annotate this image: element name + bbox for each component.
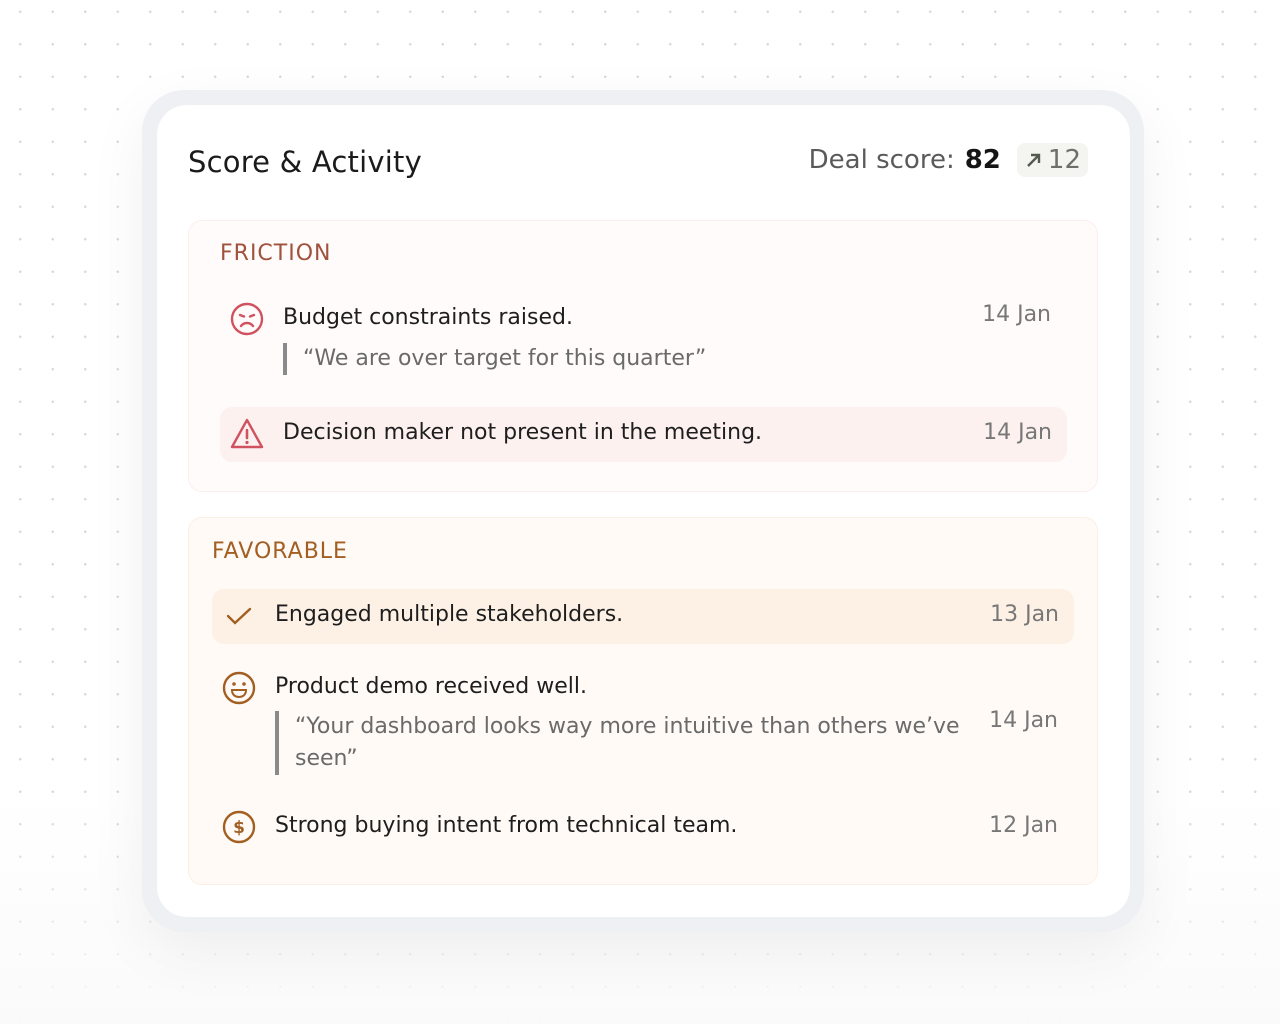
happy-face-icon <box>222 671 256 705</box>
friction-item-text: Decision maker not present in the meetin… <box>283 420 763 445</box>
favorable-item-text: Engaged multiple stakeholders. <box>275 602 624 627</box>
favorable-item-text: Product demo received well. <box>275 674 588 699</box>
score-delta-badge: 12 <box>1016 143 1088 177</box>
deal-score: Deal score: 82 12 <box>809 143 1088 177</box>
favorable-item-text: Strong buying intent from technical team… <box>275 813 738 838</box>
favorable-item-date: 14 Jan <box>989 708 1058 733</box>
friction-item-quote: “We are over target for this quarter” <box>283 343 706 375</box>
check-icon <box>226 607 252 625</box>
friction-item-date: 14 Jan <box>983 420 1052 445</box>
sad-face-icon <box>230 302 264 336</box>
dollar-circle-icon: $ <box>222 810 256 844</box>
favorable-label: FAVORABLE <box>212 539 348 564</box>
friction-item-highlight: Decision maker not present in the meetin… <box>220 407 1067 462</box>
deal-score-label: Deal score: <box>808 145 955 175</box>
favorable-item-highlight: Engaged multiple stakeholders. 13 Jan <box>212 589 1074 644</box>
svg-text:$: $ <box>233 818 245 838</box>
friction-item-date: 14 Jan <box>982 302 1051 327</box>
arrow-up-right-icon <box>1027 153 1041 167</box>
card-frame: Score & Activity Deal score: 82 12 FRICT… <box>142 90 1144 932</box>
warning-triangle-icon <box>230 418 264 449</box>
friction-item-text: Budget constraints raised. <box>283 305 573 330</box>
score-activity-card: Score & Activity Deal score: 82 12 FRICT… <box>157 105 1130 917</box>
friction-label: FRICTION <box>220 241 332 266</box>
favorable-item-date: 12 Jan <box>989 813 1058 838</box>
favorable-item-date: 13 Jan <box>990 602 1059 627</box>
deal-score-value: 82 <box>964 145 1001 175</box>
card-title: Score & Activity <box>188 145 422 179</box>
friction-section: FRICTION Budget constraints raised. 14 J… <box>188 220 1098 492</box>
score-delta: 12 <box>1047 145 1081 175</box>
favorable-item-quote: “Your dashboard looks way more intuitive… <box>275 711 965 775</box>
favorable-section: FAVORABLE Engaged multiple stakeholders.… <box>188 517 1098 885</box>
